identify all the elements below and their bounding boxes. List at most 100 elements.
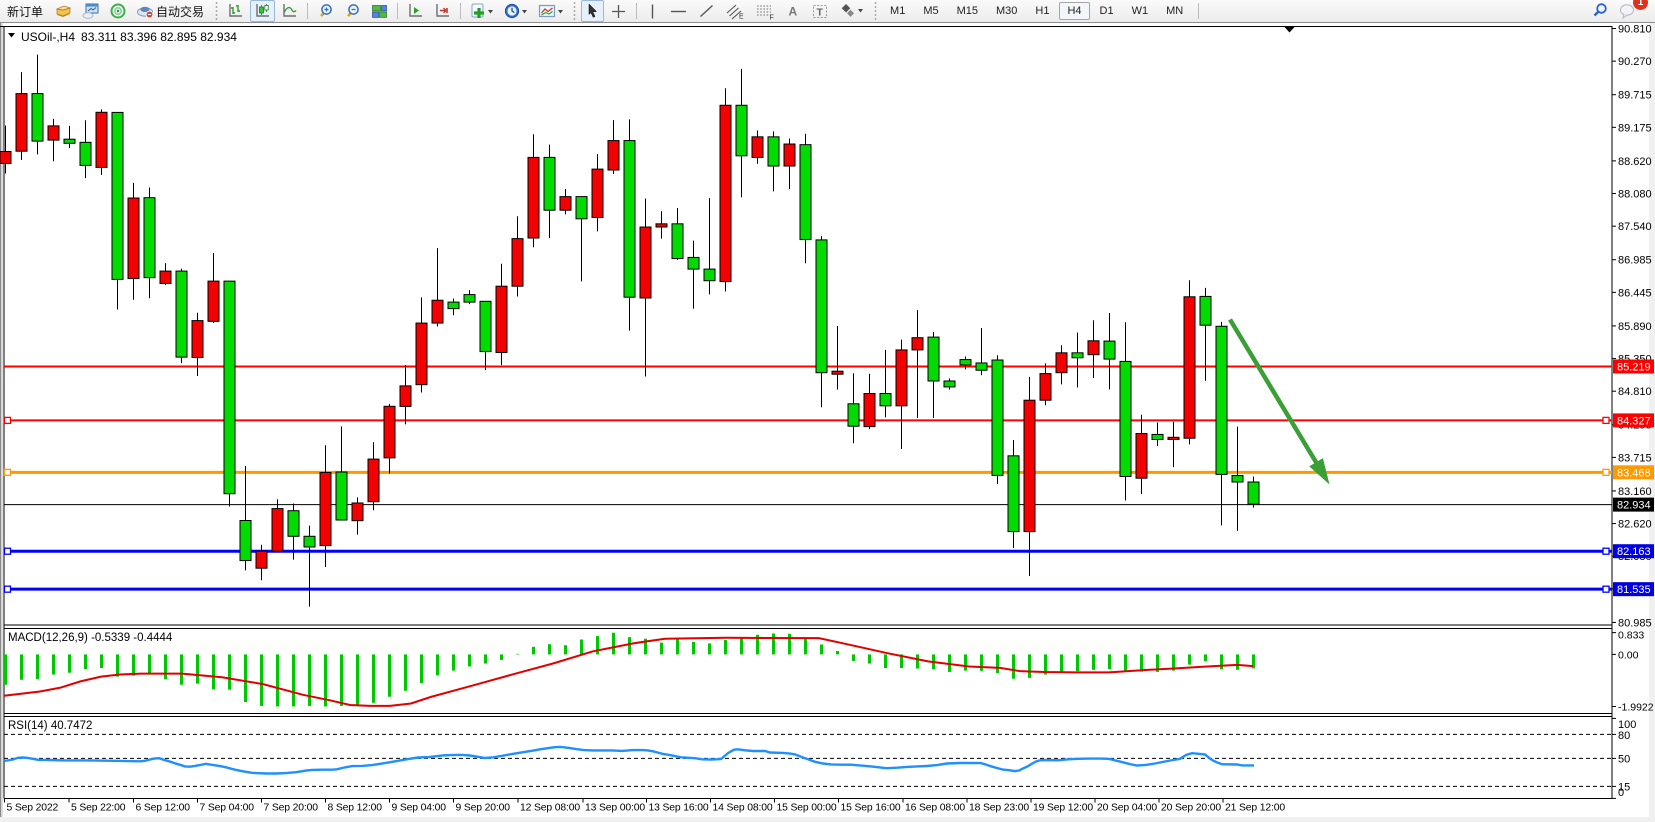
text-icon: A	[789, 5, 798, 19]
equidistant-channel-button[interactable]: E	[721, 0, 749, 22]
signals-icon[interactable]	[106, 0, 130, 22]
candle-body	[911, 337, 924, 351]
text-button[interactable]: A	[781, 0, 805, 22]
candle-body	[655, 223, 668, 228]
hline-handle-left-82.163[interactable]	[3, 547, 12, 555]
notifications-button[interactable]: 1	[1615, 0, 1648, 22]
candle-body	[639, 226, 652, 299]
horizontal-line-icon	[671, 10, 687, 12]
vertical-line-button[interactable]	[642, 0, 663, 22]
candle-body	[1055, 352, 1068, 374]
candle-body	[95, 111, 108, 168]
timeframe-H4[interactable]: H4	[1059, 2, 1090, 20]
candle-body	[959, 359, 972, 366]
indicators-button[interactable]	[466, 0, 498, 22]
tile-windows-button[interactable]	[367, 0, 392, 22]
candle-body	[1167, 436, 1180, 440]
candlestick-chart-button[interactable]	[250, 0, 276, 22]
timeframe-M5[interactable]: M5	[923, 5, 939, 17]
date-label: 20 Sep 04:00	[1097, 803, 1157, 814]
date-label: 7 Sep 20:00	[264, 803, 319, 814]
timeframe-W1[interactable]: W1	[1131, 5, 1149, 17]
price-tick-label: 87.540	[1618, 221, 1652, 233]
chat-bubble-icon	[1620, 4, 1634, 19]
date-label: 18 Sep 23:00	[969, 803, 1029, 814]
hline-handle-left-84.327[interactable]	[3, 416, 12, 425]
auto-scroll-button[interactable]	[430, 0, 455, 22]
date-label: 5 Sep 22:00	[71, 803, 126, 814]
timeframe-M15[interactable]: M15	[956, 5, 978, 17]
chart-canvas[interactable]: 90.810 90.270 89.715 89.175 88.620 88.080 87.5…	[0, 23, 1655, 822]
date-label: 15 Sep 00:00	[777, 803, 837, 814]
date-label: 9 Sep 20:00	[456, 803, 511, 814]
candle-body	[463, 294, 476, 303]
vertical-line-icon	[651, 4, 654, 18]
date-label: 16 Sep 08:00	[905, 803, 965, 814]
hline-handle-right-81.535[interactable]	[1602, 585, 1610, 593]
crosshair-button[interactable]	[606, 0, 631, 22]
trendline-button[interactable]	[694, 0, 719, 22]
chart-shift-button[interactable]	[403, 0, 428, 22]
timeframe-M30[interactable]: M30	[996, 5, 1018, 17]
macd-pane	[3, 632, 1255, 707]
date-label: 20 Sep 20:00	[1161, 803, 1221, 814]
periods-button[interactable]	[500, 0, 532, 22]
zoom-out-button[interactable]	[340, 0, 365, 22]
trend-arrow-head[interactable]	[1309, 458, 1330, 485]
candle-body	[671, 223, 684, 260]
hline-81.535-badge-text: 81.535	[1617, 584, 1651, 596]
time-axis[interactable]: 5 Sep 2022 5 Sep 22:00 6 Sep 12:00 7 Sep 04…	[4, 798, 1286, 814]
auto-scroll-icon	[436, 4, 450, 17]
trend-arrow-line[interactable]	[1228, 318, 1322, 469]
price-tick-label: 89.715	[1618, 90, 1652, 102]
toolbar: 新订单	[0, 0, 1655, 23]
hline-handle-right-84.327[interactable]	[1602, 416, 1610, 425]
collapse-triangle-icon[interactable]	[8, 33, 15, 38]
candle-body	[111, 111, 124, 280]
history-center-icon[interactable]	[51, 0, 76, 22]
candle-body	[1103, 340, 1116, 360]
candle-body	[927, 336, 940, 382]
templates-button[interactable]	[534, 0, 568, 22]
hline-handle-left-81.535[interactable]	[3, 585, 12, 593]
toolbar-separator	[636, 3, 638, 19]
cursor-button[interactable]	[581, 0, 605, 22]
zoom-in-button[interactable]	[313, 0, 338, 22]
timeframe-MN[interactable]: MN	[1166, 5, 1184, 17]
text-label-button[interactable]: T	[807, 0, 833, 22]
hline-85.219-badge	[1613, 359, 1654, 374]
date-label: 6 Sep 12:00	[136, 803, 191, 814]
date-label: 14 Sep 08:00	[713, 803, 773, 814]
arrows-button[interactable]	[835, 0, 869, 22]
crosshair-icon	[612, 4, 626, 18]
auto-trading-button[interactable]: 自动交易	[132, 0, 210, 22]
timeframe-H1[interactable]: H1	[1035, 5, 1050, 17]
macd-tick-label: -1.9922	[1618, 701, 1654, 713]
fibonacci-button[interactable]: F	[751, 0, 779, 22]
price-tick-label: 83.715	[1618, 452, 1652, 464]
candle-body	[543, 156, 556, 211]
market-watch-icon[interactable]	[78, 0, 104, 22]
candle-body	[479, 300, 492, 353]
trend-arrow-object[interactable]	[1228, 318, 1330, 485]
auto-trading-glyph	[137, 6, 154, 18]
bar-chart-button[interactable]	[223, 0, 248, 22]
chart-window: 90.810 90.270 89.715 89.175 88.620 88.080 87.5…	[0, 23, 1655, 822]
chart-shift-marker	[1284, 27, 1295, 33]
timeframe-M1[interactable]: M1	[890, 5, 906, 17]
price-tick-label: 90.810	[1618, 24, 1652, 36]
hline-handle-left-83.468[interactable]	[3, 468, 12, 476]
hline-handle-right-82.163[interactable]	[1602, 547, 1610, 555]
horizontal-line-button[interactable]	[665, 0, 692, 22]
candle-body	[431, 299, 444, 324]
price-tick-label: 80.985	[1618, 617, 1652, 629]
search-button[interactable]	[1587, 0, 1613, 22]
candle-body	[879, 392, 892, 407]
timeframe-D1[interactable]: D1	[1099, 5, 1114, 17]
line-chart-button[interactable]	[277, 0, 302, 22]
candle-body	[863, 392, 876, 428]
toolbar-grip	[873, 2, 879, 20]
hline-handle-right-83.468[interactable]	[1602, 468, 1610, 476]
new-order-button[interactable]: 新订单	[2, 0, 49, 22]
